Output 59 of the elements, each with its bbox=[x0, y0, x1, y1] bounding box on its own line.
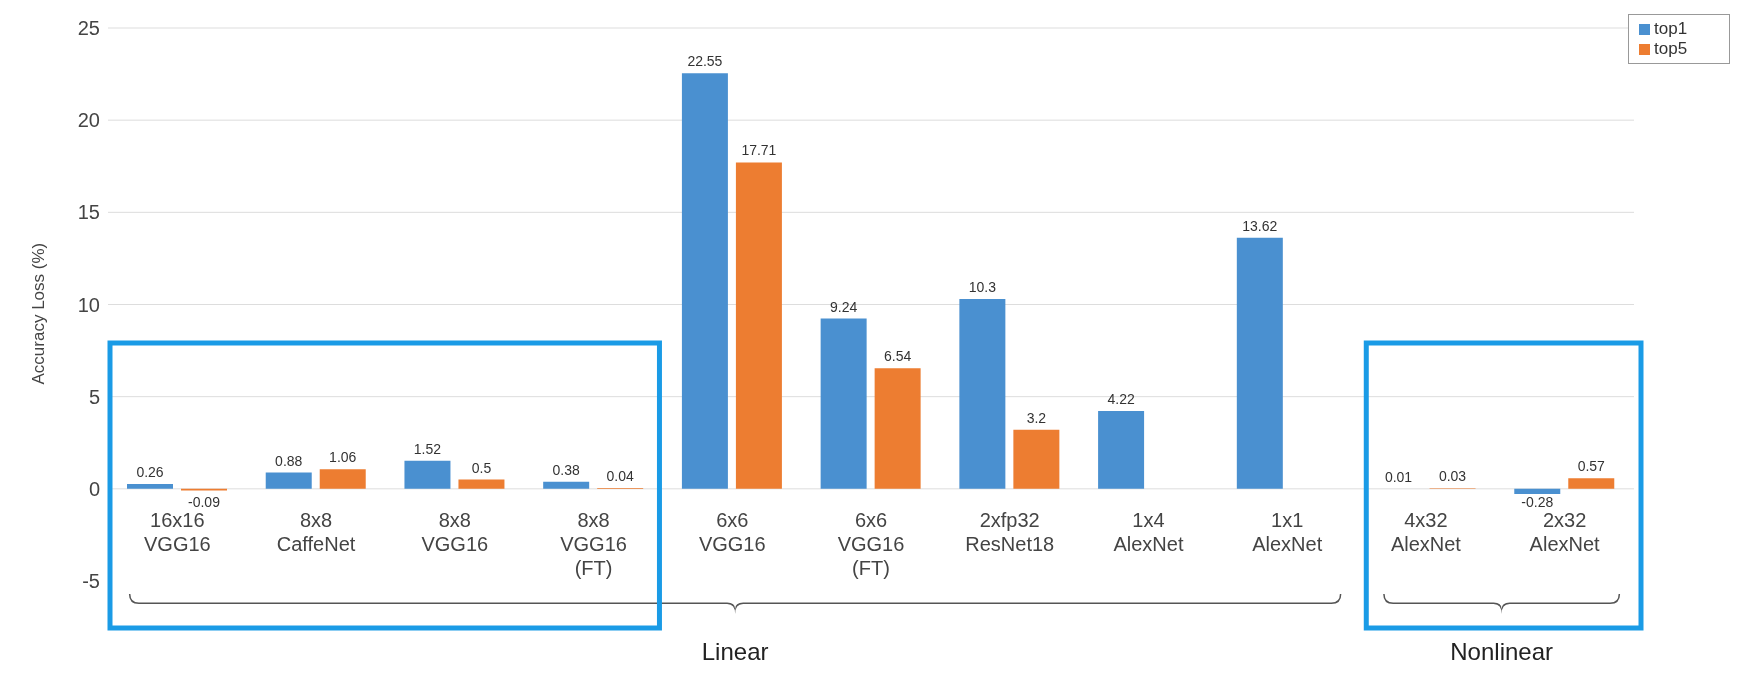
text: Nonlinear bbox=[1450, 638, 1553, 665]
y-tick-label: 25 bbox=[77, 17, 100, 40]
y-tick-label: 15 bbox=[77, 201, 100, 224]
data-label: -0.09 bbox=[188, 493, 221, 510]
data-label: -0.28 bbox=[1521, 493, 1554, 510]
data-label: 13.62 bbox=[1242, 217, 1278, 234]
x-tick-label: 2xfp32 ResNet18 bbox=[965, 508, 1055, 555]
legend-label: top5 bbox=[1654, 39, 1688, 58]
data-label: 4.22 bbox=[1107, 391, 1135, 408]
bar bbox=[127, 484, 173, 489]
bar bbox=[1013, 429, 1060, 489]
bar bbox=[820, 318, 867, 489]
bar bbox=[959, 298, 1006, 489]
bar bbox=[265, 472, 312, 489]
data-label: 0.04 bbox=[606, 468, 635, 485]
bar bbox=[1236, 237, 1283, 489]
x-tick-label: 8x8 VGG16 bbox=[421, 508, 489, 555]
y-tick-label: 0 bbox=[88, 477, 100, 500]
data-label: 0.01 bbox=[1384, 468, 1413, 485]
x-tick-label: 6x6 VGG16 (FT) bbox=[837, 508, 905, 579]
data-label: 0.26 bbox=[136, 464, 164, 481]
bar bbox=[1514, 488, 1561, 494]
bar bbox=[1098, 411, 1145, 489]
bar bbox=[319, 469, 366, 489]
bar bbox=[874, 368, 921, 489]
bar bbox=[404, 460, 451, 489]
x-tick-label: 8x8 VGG16 (FT) bbox=[560, 508, 627, 579]
data-label: 0.57 bbox=[1577, 458, 1606, 475]
y-tick-label: 5 bbox=[88, 385, 100, 408]
x-tick-label: 6x6 VGG16 bbox=[698, 508, 766, 555]
data-label: 10.3 bbox=[968, 278, 997, 295]
x-tick-label: 8x8 CaffeNet bbox=[276, 508, 356, 555]
y-tick-label: -5 bbox=[82, 570, 100, 593]
data-label: 22.55 bbox=[687, 53, 723, 70]
data-label: 1.06 bbox=[329, 449, 357, 466]
bar bbox=[681, 73, 728, 489]
x-tick-label: 1x4 AlexNet bbox=[1113, 508, 1184, 555]
bar bbox=[543, 481, 590, 489]
data-label: 0.5 bbox=[471, 459, 492, 476]
bar bbox=[1568, 478, 1615, 489]
x-tick-label: 1x1 AlexNet bbox=[1252, 508, 1323, 555]
data-label: 9.24 bbox=[830, 298, 858, 315]
y-axis-title: Accuracy Loss (%) bbox=[29, 242, 49, 385]
x-tick-label: 4x32 AlexNet bbox=[1390, 508, 1462, 555]
data-label: 6.54 bbox=[884, 348, 912, 365]
legend-label: top1 bbox=[1654, 19, 1688, 38]
data-label: 3.2 bbox=[1026, 409, 1047, 426]
data-label: 0.03 bbox=[1438, 468, 1467, 485]
x-tick-label: 2x32 AlexNet bbox=[1529, 508, 1601, 555]
bar bbox=[735, 162, 782, 489]
data-label: 0.38 bbox=[552, 461, 581, 478]
data-label: 1.52 bbox=[413, 440, 442, 457]
data-label: 17.71 bbox=[741, 142, 777, 159]
x-tick-label: 16x16 VGG16 bbox=[144, 508, 211, 555]
bar bbox=[458, 479, 505, 489]
y-tick-label: 10 bbox=[77, 293, 100, 316]
y-tick-label: 20 bbox=[77, 109, 100, 132]
text: Linear bbox=[701, 638, 769, 665]
data-label: 0.88 bbox=[275, 452, 303, 469]
